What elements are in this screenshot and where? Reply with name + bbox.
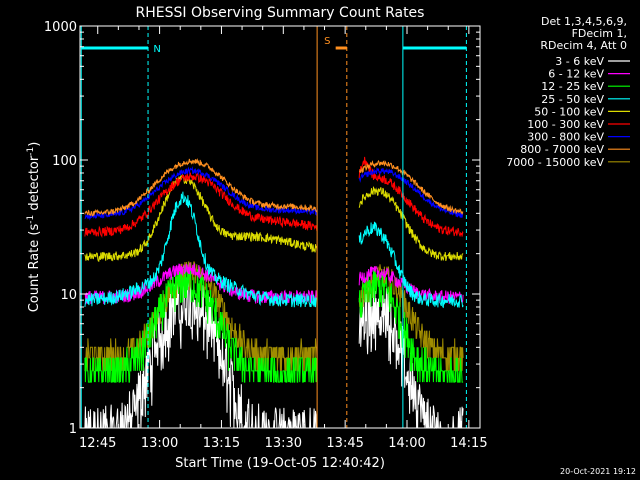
plot-area: NS bbox=[80, 26, 467, 429]
legend-entry-label: 12 - 25 keV bbox=[541, 80, 604, 93]
legend-entry-label: 25 - 50 keV bbox=[541, 93, 604, 106]
series-line-7 bbox=[84, 158, 464, 217]
axes: 1 10 100 1000 12:45 13:00 13:15 13:30 13:45 14:00… bbox=[44, 20, 488, 451]
timestamp: 20-Oct-2021 19:12 bbox=[560, 467, 636, 476]
legend-entry-label: 3 - 6 keV bbox=[555, 55, 604, 68]
legend-entry-label: 6 - 12 keV bbox=[548, 68, 604, 81]
y-axis-label-sup2: -1 bbox=[26, 147, 36, 156]
chart-title: RHESSI Observing Summary Count Rates bbox=[136, 5, 425, 21]
legend-entry-label: 300 - 800 keV bbox=[527, 131, 604, 144]
x-tick-label: 12:45 bbox=[79, 436, 116, 451]
x-tick-label: 13:30 bbox=[265, 436, 302, 451]
legend-entry-label: 100 - 300 keV bbox=[527, 118, 604, 131]
legend-entry-label: 800 - 7000 keV bbox=[520, 143, 604, 156]
plot-frame bbox=[79, 25, 481, 429]
y-tick-label: 100 bbox=[52, 154, 77, 169]
y-axis-label: Count Rate (s-1 detector-1) bbox=[26, 142, 42, 313]
y-tick-label: 1000 bbox=[44, 20, 77, 35]
legend-header-line: FDecim 1, bbox=[572, 27, 627, 40]
x-axis-label: Start Time (19-Oct-05 12:40:42) bbox=[175, 456, 385, 471]
y-axis-label-end: ) bbox=[27, 142, 42, 147]
y-tick-label: 10 bbox=[60, 288, 77, 303]
legend: Det 1,3,4,5,6,9,FDecim 1,RDecim 4, Att 0… bbox=[506, 15, 630, 169]
x-tick-label: 14:00 bbox=[388, 436, 425, 451]
x-tick-label: 13:00 bbox=[141, 436, 178, 451]
series-line-4 bbox=[84, 174, 464, 263]
legend-header-line: RDecim 4, Att 0 bbox=[540, 39, 627, 52]
x-tick-label: 14:15 bbox=[450, 436, 487, 451]
series-line-6 bbox=[84, 166, 464, 221]
legend-entry-label: 7000 - 15000 keV bbox=[506, 156, 604, 169]
annotation-s: S bbox=[324, 36, 330, 47]
legend-header-line: Det 1,3,4,5,6,9, bbox=[541, 15, 627, 28]
y-tick-label: 1 bbox=[69, 422, 77, 437]
annotation-n: N bbox=[153, 44, 160, 55]
series-line-5 bbox=[84, 156, 464, 239]
series-line-3 bbox=[84, 191, 464, 309]
y-axis-label-sup1: -1 bbox=[26, 215, 36, 224]
legend-entry-label: 50 - 100 keV bbox=[534, 105, 604, 118]
y-axis-label-main: Count Rate (s bbox=[27, 224, 42, 313]
y-axis-label-mid: detector bbox=[27, 155, 42, 215]
x-tick-label: 13:15 bbox=[203, 436, 240, 451]
x-tick-label: 13:45 bbox=[326, 436, 363, 451]
